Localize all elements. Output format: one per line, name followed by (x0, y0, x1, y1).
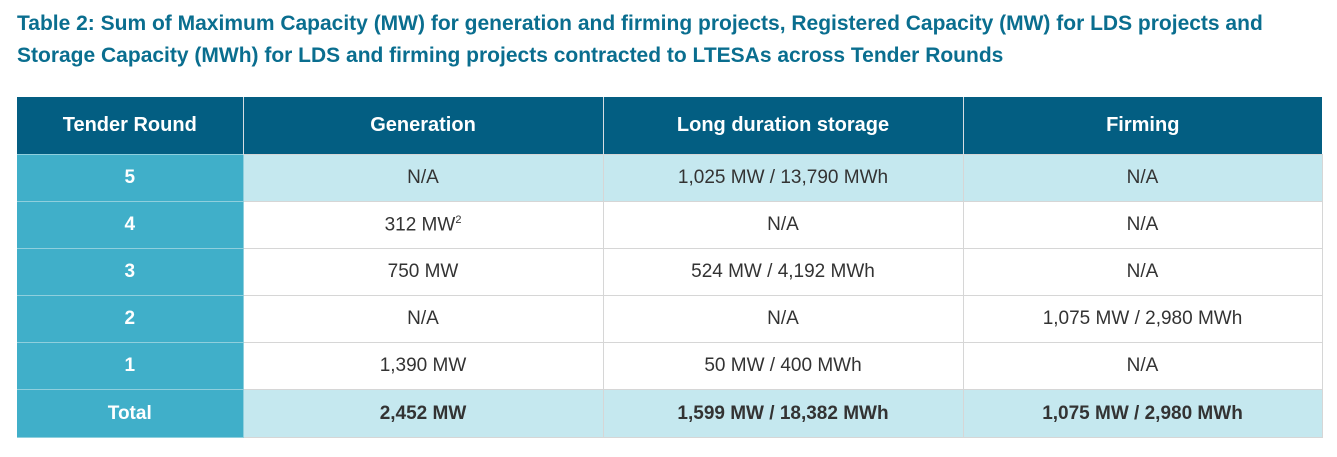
table-row: 5 N/A 1,025 MW / 13,790 MWh N/A (17, 154, 1323, 202)
round-cell: 3 (17, 248, 244, 296)
round-cell: 1 (17, 342, 244, 390)
round-cell: 4 (17, 201, 244, 249)
table-title: Table 2: Sum of Maximum Capacity (MW) fo… (17, 12, 1263, 67)
total-row: Total 2,452 MW 1,599 MW / 18,382 MWh 1,0… (17, 389, 1323, 438)
table-row: 2 N/A N/A 1,075 MW / 2,980 MWh (17, 295, 1323, 343)
total-label: Total (17, 389, 244, 438)
generation-cell: N/A (242, 154, 604, 202)
generation-cell: 312 MW2 (242, 201, 604, 249)
firming-cell: N/A (962, 201, 1323, 249)
lds-cell: N/A (602, 295, 964, 343)
firming-cell: N/A (962, 342, 1323, 390)
total-firming: 1,075 MW / 2,980 MWh (962, 389, 1323, 438)
firming-cell: N/A (962, 154, 1323, 202)
lds-cell: 50 MW / 400 MWh (602, 342, 964, 390)
firming-cell: N/A (962, 248, 1323, 296)
table-row: 3 750 MW 524 MW / 4,192 MWh N/A (17, 248, 1323, 296)
lds-cell: 1,025 MW / 13,790 MWh (602, 154, 964, 202)
total-generation: 2,452 MW (242, 389, 604, 438)
lds-cell: 524 MW / 4,192 MWh (602, 248, 964, 296)
generation-cell: N/A (242, 295, 604, 343)
header-firming: Firming (962, 97, 1322, 155)
footnote-marker: 2 (455, 213, 462, 226)
total-lds: 1,599 MW / 18,382 MWh (602, 389, 964, 438)
header-generation: Generation (242, 97, 603, 155)
generation-cell: 750 MW (242, 248, 604, 296)
ltesa-capacity-table: Tender Round Generation Long duration st… (17, 97, 1323, 438)
lds-cell: N/A (602, 201, 964, 249)
header-lds: Long duration storage (602, 97, 963, 155)
table-row: 4 312 MW2 N/A N/A (17, 201, 1323, 249)
generation-cell: 1,390 MW (242, 342, 604, 390)
firming-cell: 1,075 MW / 2,980 MWh (962, 295, 1323, 343)
round-cell: 2 (17, 295, 244, 343)
table-row: 1 1,390 MW 50 MW / 400 MWh N/A (17, 342, 1323, 390)
generation-value: 312 MW (384, 214, 456, 236)
round-cell: 5 (17, 154, 244, 202)
header-row: Tender Round Generation Long duration st… (17, 97, 1322, 155)
header-tender-round: Tender Round (17, 97, 243, 155)
